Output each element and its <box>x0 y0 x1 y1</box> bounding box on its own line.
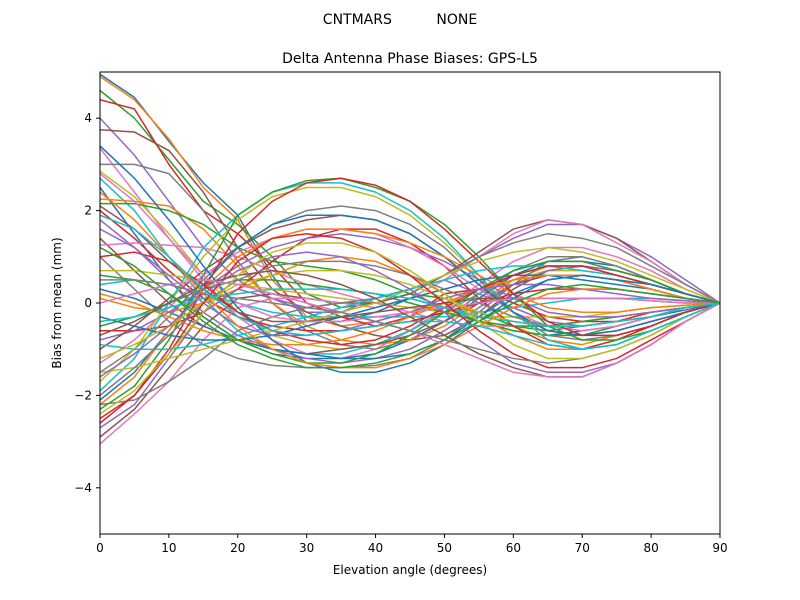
x-tick-label: 40 <box>368 541 383 555</box>
y-tick-label: 4 <box>84 111 92 125</box>
x-tick-label: 80 <box>643 541 658 555</box>
x-axis: 0 10 20 30 40 50 60 70 80 90 <box>96 534 728 555</box>
x-axis-label: Elevation angle (degrees) <box>333 563 487 577</box>
series-line-54 <box>100 232 720 424</box>
series-line-47 <box>100 173 720 323</box>
series-line-59 <box>100 242 720 415</box>
figure-suptitle: CNTMARS NONE <box>323 12 477 28</box>
x-tick-label: 0 <box>96 541 104 555</box>
x-tick-label: 60 <box>506 541 521 555</box>
y-tick-label: 0 <box>84 296 92 310</box>
series-line-53 <box>100 246 720 369</box>
x-tick-label: 10 <box>161 541 176 555</box>
x-tick-label: 50 <box>437 541 452 555</box>
series-line-60 <box>100 214 720 350</box>
x-tick-label: 30 <box>299 541 314 555</box>
y-tick-label: −4 <box>74 481 92 495</box>
x-tick-label: 20 <box>230 541 245 555</box>
y-tick-label: 2 <box>84 204 92 218</box>
y-tick-label: −2 <box>74 388 92 402</box>
y-axis-label: Bias from mean (mm) <box>50 237 64 368</box>
y-axis: −4 −2 0 2 4 <box>74 111 100 495</box>
series-layer <box>100 73 720 445</box>
x-tick-label: 70 <box>575 541 590 555</box>
series-line-36 <box>100 219 720 438</box>
series-line-51 <box>100 145 720 374</box>
x-tick-label: 90 <box>712 541 727 555</box>
series-line-50 <box>100 288 720 327</box>
series-line-43 <box>100 260 720 364</box>
chart-title: Delta Antenna Phase Biases: GPS-L5 <box>282 51 538 67</box>
